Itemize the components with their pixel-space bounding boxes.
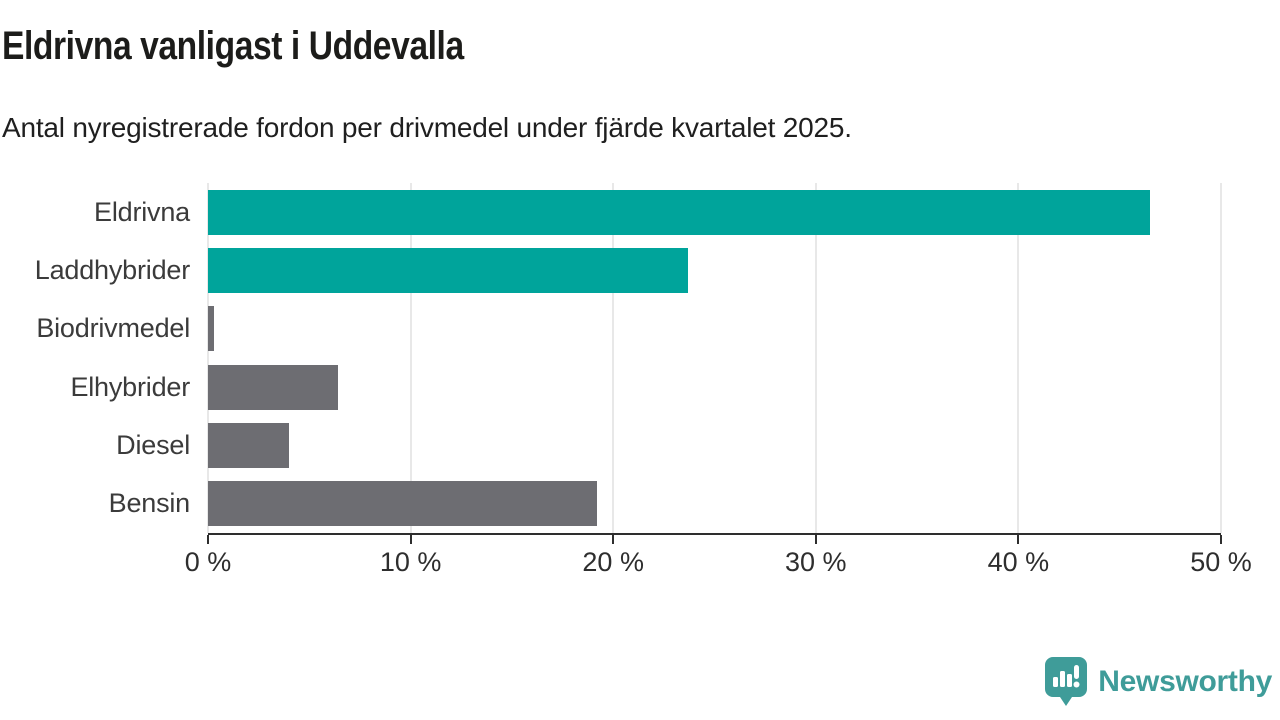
axis-tick-label: 30 % — [785, 547, 847, 577]
plot-area — [207, 183, 1222, 535]
bar-eldrivna — [208, 189, 1151, 235]
axis-tick-label: 0 % — [184, 547, 232, 577]
bar-track — [208, 422, 1221, 468]
gridline — [1017, 183, 1020, 533]
bar-track — [208, 306, 1221, 352]
bar-elhybrider — [208, 364, 338, 410]
bar-row: Diesel — [0, 416, 1221, 474]
axis-tick-label: 50 % — [1190, 547, 1252, 577]
bar-row: Bensin — [0, 475, 1221, 533]
axis-tick-label: 20 % — [582, 547, 644, 577]
bar-bensin — [208, 481, 597, 527]
category-label: Elhybrider — [70, 371, 190, 402]
category-label: Laddhybrider — [34, 254, 190, 285]
page-subtitle: Antal nyregistrerade fordon per drivmede… — [2, 112, 852, 143]
axis-tick-label: 40 % — [987, 547, 1050, 577]
bar-track — [208, 364, 1221, 410]
axis-tick — [207, 535, 209, 544]
x-axis: 0 % 10 % 20 % 30 % 40 % 50 % — [185, 533, 1252, 583]
axis-tick — [409, 535, 412, 544]
gridline — [612, 183, 615, 533]
category-label: Bensin — [108, 488, 191, 519]
bar-rows: Eldrivna Laddhybrider Biodrivmedel Elhybrid… — [0, 183, 1221, 533]
axis-tick — [612, 535, 615, 544]
gridline — [814, 183, 817, 533]
bar-track — [208, 189, 1221, 235]
gridline — [207, 183, 209, 533]
category-label: Diesel — [116, 429, 190, 460]
bar-biodrivmedel — [208, 306, 215, 352]
axis-tick-label: 10 % — [379, 547, 442, 577]
axis-tick — [1220, 535, 1222, 544]
bar-laddhybrider — [208, 247, 689, 293]
newsworthy-logo[interactable]: Newsworthy — [1044, 656, 1272, 708]
newsworthy-wordmark: Newsworthy — [1098, 665, 1272, 698]
category-label: Eldrivna — [94, 196, 190, 227]
bar-chart: Eldrivna Laddhybrider Biodrivmedel Elhybrid… — [0, 183, 1280, 583]
bar-row: Elhybrider — [0, 358, 1221, 416]
bar-row: Eldrivna — [0, 183, 1221, 241]
axis-tick — [814, 535, 817, 544]
bar-row: Biodrivmedel — [0, 300, 1221, 358]
bar-diesel — [208, 422, 290, 468]
bar-track — [208, 247, 1221, 293]
bar-row: Laddhybrider — [0, 241, 1221, 299]
bar-track — [208, 481, 1221, 527]
page-title: Eldrivna vanligast i Uddevalla — [2, 24, 464, 68]
newsworthy-bar-chart-bubble-icon — [1044, 656, 1088, 708]
gridline — [1220, 183, 1222, 533]
category-label: Biodrivmedel — [36, 313, 190, 344]
axis-tick — [1017, 535, 1020, 544]
gridline — [409, 183, 412, 533]
